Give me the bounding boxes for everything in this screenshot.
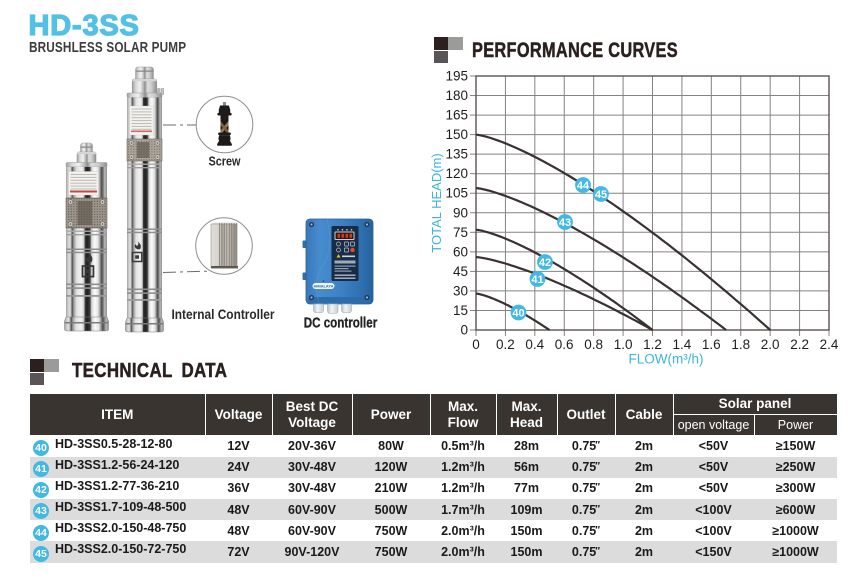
svg-text:75: 75 <box>453 225 468 240</box>
svg-text:2.2: 2.2 <box>790 337 809 352</box>
svg-text:DC controller: DC controller <box>304 314 377 331</box>
svg-text:2.4: 2.4 <box>820 337 839 352</box>
svg-text:150: 150 <box>445 127 468 142</box>
svg-text:40: 40 <box>512 307 524 319</box>
svg-text:45: 45 <box>453 264 468 279</box>
svg-text:195: 195 <box>445 69 468 84</box>
svg-text:Screw: Screw <box>208 155 241 169</box>
svg-text:45: 45 <box>595 189 607 201</box>
svg-text:135: 135 <box>445 147 468 162</box>
svg-text:0: 0 <box>460 323 468 338</box>
svg-text:43: 43 <box>559 217 571 229</box>
svg-text:TOTAL HEAD(m): TOTAL HEAD(m) <box>429 153 444 252</box>
svg-text:1.8: 1.8 <box>731 337 750 352</box>
svg-text:2.0: 2.0 <box>761 337 780 352</box>
svg-text:0.2: 0.2 <box>496 337 515 352</box>
svg-text:60: 60 <box>453 244 468 259</box>
svg-text:90: 90 <box>453 205 468 220</box>
svg-text:30: 30 <box>453 283 468 298</box>
svg-text:1.6: 1.6 <box>702 337 721 352</box>
svg-text:15: 15 <box>453 303 468 318</box>
svg-text:42: 42 <box>539 257 551 269</box>
svg-text:165: 165 <box>445 108 468 123</box>
svg-text:120: 120 <box>445 166 468 181</box>
svg-text:1.2: 1.2 <box>643 337 662 352</box>
svg-text:0: 0 <box>472 337 480 352</box>
svg-text:0.6: 0.6 <box>555 337 574 352</box>
svg-text:1.0: 1.0 <box>614 337 633 352</box>
svg-text:0.8: 0.8 <box>584 337 603 352</box>
svg-text:0.4: 0.4 <box>525 337 544 352</box>
svg-text:105: 105 <box>445 186 468 201</box>
svg-text:44: 44 <box>577 180 590 192</box>
svg-text:HIMALAYA: HIMALAYA <box>314 284 334 289</box>
svg-text:1.4: 1.4 <box>673 337 692 352</box>
svg-text:180: 180 <box>445 88 468 103</box>
svg-text:Internal Controller: Internal Controller <box>171 306 274 322</box>
svg-text:FLOW(m³/h): FLOW(m³/h) <box>629 352 704 367</box>
svg-text:41: 41 <box>531 274 543 286</box>
